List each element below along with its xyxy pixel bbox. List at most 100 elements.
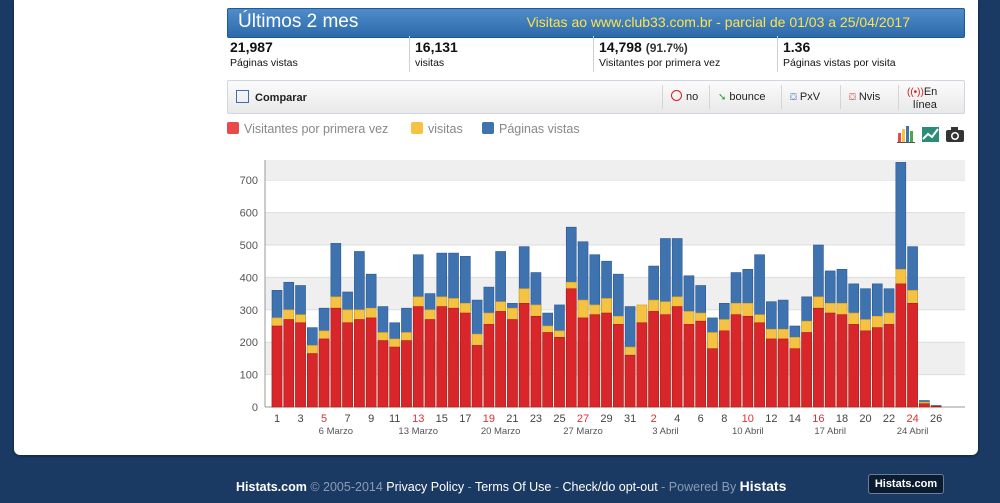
legend-label: visitas	[428, 122, 463, 136]
stat-percent: (91.7%)	[645, 41, 688, 55]
stat-first-time: 14,798 (91.7%) Visitantes por primera ve…	[596, 36, 778, 72]
visits-chart: 0 100 200 300 400 500 600 700 1 3 5 7 9 11 13 15 17 19 21 2…	[227, 150, 967, 445]
bar-first-time	[554, 337, 565, 408]
stat-value: 16,131	[415, 39, 458, 55]
bar-first-time	[377, 340, 389, 408]
privacy-policy-link[interactable]: Privacy Policy	[386, 480, 465, 494]
histats-logo[interactable]: Histats.com	[868, 474, 944, 494]
report-header: Últimos 2 mes Visitas ao www.club33.com.…	[227, 8, 965, 38]
bar-first-time	[695, 320, 707, 408]
bar-first-time	[824, 312, 836, 408]
bar-first-time	[412, 306, 424, 408]
bar-first-time	[401, 340, 412, 408]
x-tick-label: 19	[483, 413, 495, 425]
no-icon	[671, 90, 682, 101]
x-tick-label: 31	[624, 413, 636, 425]
bar-first-time	[483, 324, 495, 408]
bar-first-time	[860, 330, 871, 408]
compare-icon	[236, 90, 249, 103]
legend-swatch	[482, 122, 494, 134]
footer: Histats.com © 2005-2014 Privacy Policy -…	[0, 463, 1000, 503]
x-tick-label: 1	[274, 413, 280, 425]
legend-pageviews[interactable]: Páginas vistas	[482, 122, 580, 136]
x-tick-label: 16	[812, 413, 824, 425]
bar-first-time	[542, 332, 554, 408]
compare-label: Comparar	[255, 92, 307, 104]
y-tick-label: 700	[240, 175, 258, 187]
bar-first-time	[801, 332, 812, 408]
legend-first-time[interactable]: Visitantes por primera vez	[227, 122, 388, 136]
footer-copyright: © 2005-2014	[306, 480, 387, 494]
x-tick-label: 23	[530, 413, 542, 425]
footer-site-link[interactable]: Histats.com	[236, 480, 307, 494]
bar-first-time	[460, 312, 471, 408]
footer-separator: -	[551, 480, 563, 494]
bounce-button[interactable]: ➘ bounce	[709, 85, 784, 109]
footer-powered: - Powered By	[657, 480, 740, 494]
legend-visits[interactable]: visitas	[411, 122, 463, 136]
x-tick-label: 20	[859, 413, 871, 425]
x-tick-label: 17	[459, 413, 471, 425]
stats-summary: 21,987 Páginas vistas 16,131 visitas 14,…	[227, 36, 963, 74]
y-tick-label: 600	[240, 208, 258, 220]
stat-pages-per-visit: 1.36 Páginas vistas por visita	[780, 36, 963, 72]
x-tick-label: 7	[345, 413, 351, 425]
bar-first-time	[671, 306, 683, 408]
bar-first-time	[789, 348, 801, 408]
week-label: 3 Abril	[652, 426, 678, 437]
bar-first-time	[354, 319, 365, 408]
stat-value: 21,987	[230, 39, 273, 55]
x-tick-label: 3	[297, 413, 303, 425]
online-button[interactable]: ((•))En línea	[898, 85, 957, 111]
broadcast-icon: ((•))	[907, 87, 924, 98]
line-chart-icon[interactable]	[921, 125, 941, 148]
bar-first-time	[742, 315, 754, 408]
stat-visits: 16,131 visitas	[412, 36, 594, 72]
x-tick-label: 29	[600, 413, 612, 425]
bar-first-time	[518, 303, 530, 408]
week-label: 10 Abril	[732, 426, 764, 437]
report-subtitle: Visitas ao www.club33.com.br - parcial d…	[526, 14, 910, 30]
bar-first-time	[589, 314, 601, 408]
bar-first-time	[330, 307, 342, 408]
bar-first-time	[601, 312, 612, 408]
bar-first-time	[624, 354, 636, 408]
bar-first-time	[295, 322, 306, 408]
bar-first-time	[919, 403, 930, 408]
bar-first-time	[683, 324, 695, 408]
stat-label: visitas	[415, 57, 445, 69]
terms-link[interactable]: Terms Of Use	[474, 480, 552, 494]
week-label: 24 Abril	[897, 426, 929, 437]
stat-value: 1.36	[783, 39, 811, 55]
stat-label: Visitantes por primera vez	[599, 57, 721, 69]
no-filter-button[interactable]: no	[662, 85, 723, 109]
bar-first-time	[754, 322, 765, 408]
bar-first-time	[389, 346, 400, 408]
week-label: 20 Marzo	[481, 426, 521, 437]
opt-out-link[interactable]: Check/do opt-out	[562, 480, 658, 494]
chart-toolbar: Comparar no ➘ bounce ⛋ PxV ⛋ Nvis ((•))En lí…	[227, 80, 965, 114]
compare-button[interactable]: Comparar	[236, 90, 307, 104]
nvis-label: Nvis	[858, 91, 881, 103]
grid-band	[265, 160, 965, 181]
nvis-button[interactable]: ⛋ Nvis	[840, 85, 905, 109]
legend-swatch	[411, 122, 423, 134]
x-tick-label: 25	[553, 413, 565, 425]
grid-band	[265, 212, 965, 245]
legend-label: Visitantes por primera vez	[244, 122, 389, 136]
y-tick-label: 300	[240, 305, 258, 317]
week-label: 17 Abril	[814, 426, 846, 437]
bar-chart-icon[interactable]	[897, 125, 917, 148]
bar-first-time	[436, 306, 448, 408]
line-chart-icon: ⛋	[849, 92, 856, 102]
footer-brand-link[interactable]: Histats	[739, 478, 787, 494]
camera-icon[interactable]	[945, 125, 965, 148]
legend-label: Páginas vistas	[499, 122, 580, 136]
bar-first-time	[871, 327, 883, 408]
grid-band	[265, 180, 965, 213]
pxv-button[interactable]: ⛋ PxV	[781, 85, 840, 109]
x-tick-label: 10	[742, 413, 754, 425]
bounce-label: bounce	[729, 91, 766, 103]
week-label: 6 Marzo	[319, 426, 353, 437]
bar-first-time	[613, 324, 624, 408]
